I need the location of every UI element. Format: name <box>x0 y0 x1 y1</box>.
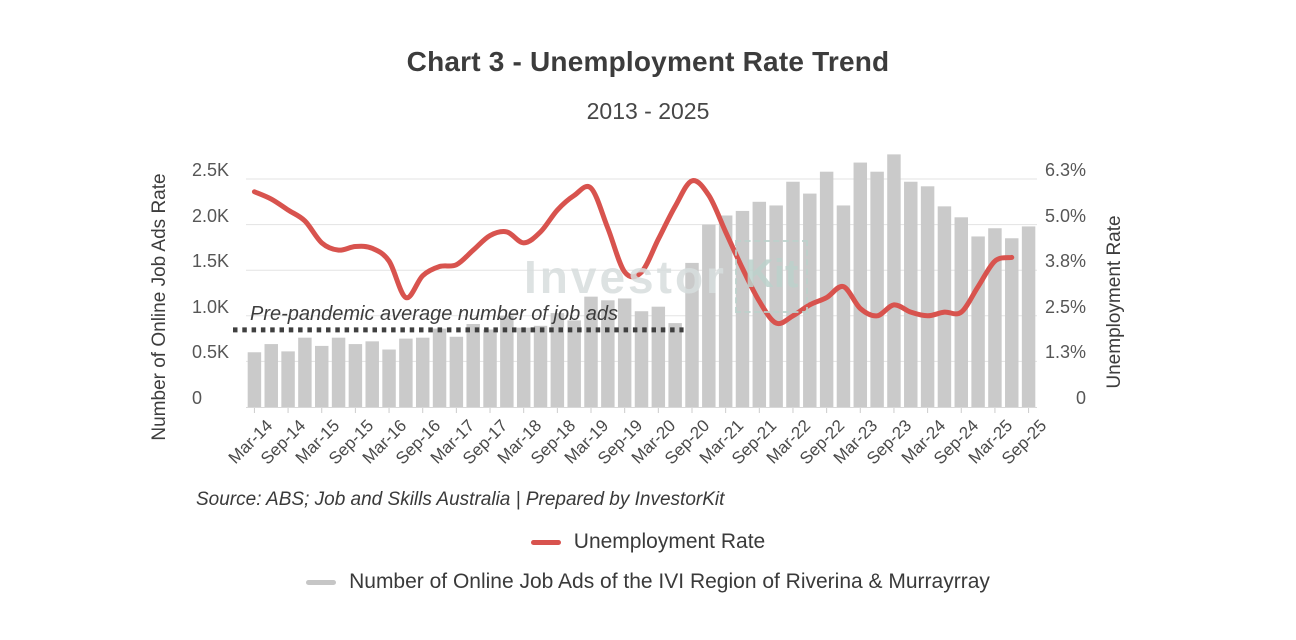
y-axis-tick-right: 0 <box>1075 388 1086 408</box>
watermark-text: Investor <box>524 250 727 303</box>
line-series <box>251 178 1015 327</box>
bar <box>584 296 598 407</box>
legend-label-bar: Number of Online Job Ads of the IVI Regi… <box>349 570 990 593</box>
bar <box>601 300 615 407</box>
chart-subtitle: 2013 - 2025 <box>586 98 710 124</box>
bar <box>500 315 514 407</box>
bar <box>920 186 935 407</box>
y-axis-tick-right: 2.5% <box>1044 296 1086 317</box>
right-axis-title: Unemployment Rate <box>1104 215 1125 389</box>
bar-series <box>247 154 1036 407</box>
bar <box>937 206 952 407</box>
bar <box>904 181 918 407</box>
bar <box>786 181 800 407</box>
chart-title: Chart 3 - Unemployment Rate Trend <box>406 46 890 77</box>
bar <box>550 313 565 407</box>
bar <box>348 344 363 407</box>
bar <box>281 351 295 407</box>
y-axis-tick-left: 1.5K <box>192 251 230 272</box>
bar <box>466 324 480 407</box>
y-axis-tick-right: 3.8% <box>1044 251 1086 272</box>
y-axis-tick-left: 0 <box>192 388 203 408</box>
bar <box>533 325 548 407</box>
bar <box>634 311 649 407</box>
left-axis-title: Number of Online Job Ads Rate <box>149 173 170 441</box>
bar <box>971 236 985 407</box>
bar <box>483 329 497 407</box>
bar <box>247 352 262 407</box>
bar <box>1021 226 1036 407</box>
bar <box>769 205 783 407</box>
bar <box>399 338 413 407</box>
y-axis-tick-left: 1.0K <box>192 296 230 317</box>
y-axis-tick-right: 5.0% <box>1044 205 1086 226</box>
bar <box>718 215 733 407</box>
bar <box>331 337 346 407</box>
bar <box>382 349 396 407</box>
bar <box>449 336 464 407</box>
bar <box>836 205 851 407</box>
bar <box>516 327 531 407</box>
bar <box>264 344 278 407</box>
legend-swatch-line <box>530 539 561 545</box>
y-axis-tick-left: 0.5K <box>192 342 230 363</box>
y-axis-tick-right: 6.3% <box>1044 160 1086 180</box>
watermark: Investor Kit <box>524 240 809 313</box>
bar <box>415 337 430 407</box>
bar <box>315 345 329 407</box>
legend-item-unemployment-rate: Unemployment Rate <box>0 530 1296 554</box>
bar <box>432 328 447 407</box>
bar <box>887 154 901 407</box>
bar <box>988 228 1002 407</box>
bar <box>870 171 884 407</box>
legend-item-job-ads: Number of Online Job Ads of the IVI Regi… <box>0 570 1296 594</box>
bar <box>651 306 666 407</box>
bar <box>685 262 699 407</box>
watermark-kit-badge: Kit <box>734 240 809 313</box>
x-axis-tickmarks <box>253 408 1030 413</box>
bar <box>853 162 868 407</box>
legend-label-line: Unemployment Rate <box>573 530 766 553</box>
bar <box>365 341 379 407</box>
bar <box>819 171 834 407</box>
y-axis-tick-left: 2.0K <box>192 205 230 226</box>
legend-swatch-bar <box>306 579 337 585</box>
source-note: Source: ABS; Job and Skills Australia | … <box>196 489 725 510</box>
bar <box>668 323 682 407</box>
y-axis-tick-left: 2.5K <box>192 160 230 180</box>
bar <box>567 320 581 407</box>
bar <box>617 298 632 407</box>
bar <box>298 337 312 407</box>
annotation-label: Pre-pandemic average number of job ads <box>250 303 618 325</box>
unemployment-rate-line <box>251 178 1015 327</box>
bar <box>1005 238 1019 407</box>
bar <box>702 224 716 407</box>
y-axis-tick-right: 1.3% <box>1044 342 1086 363</box>
